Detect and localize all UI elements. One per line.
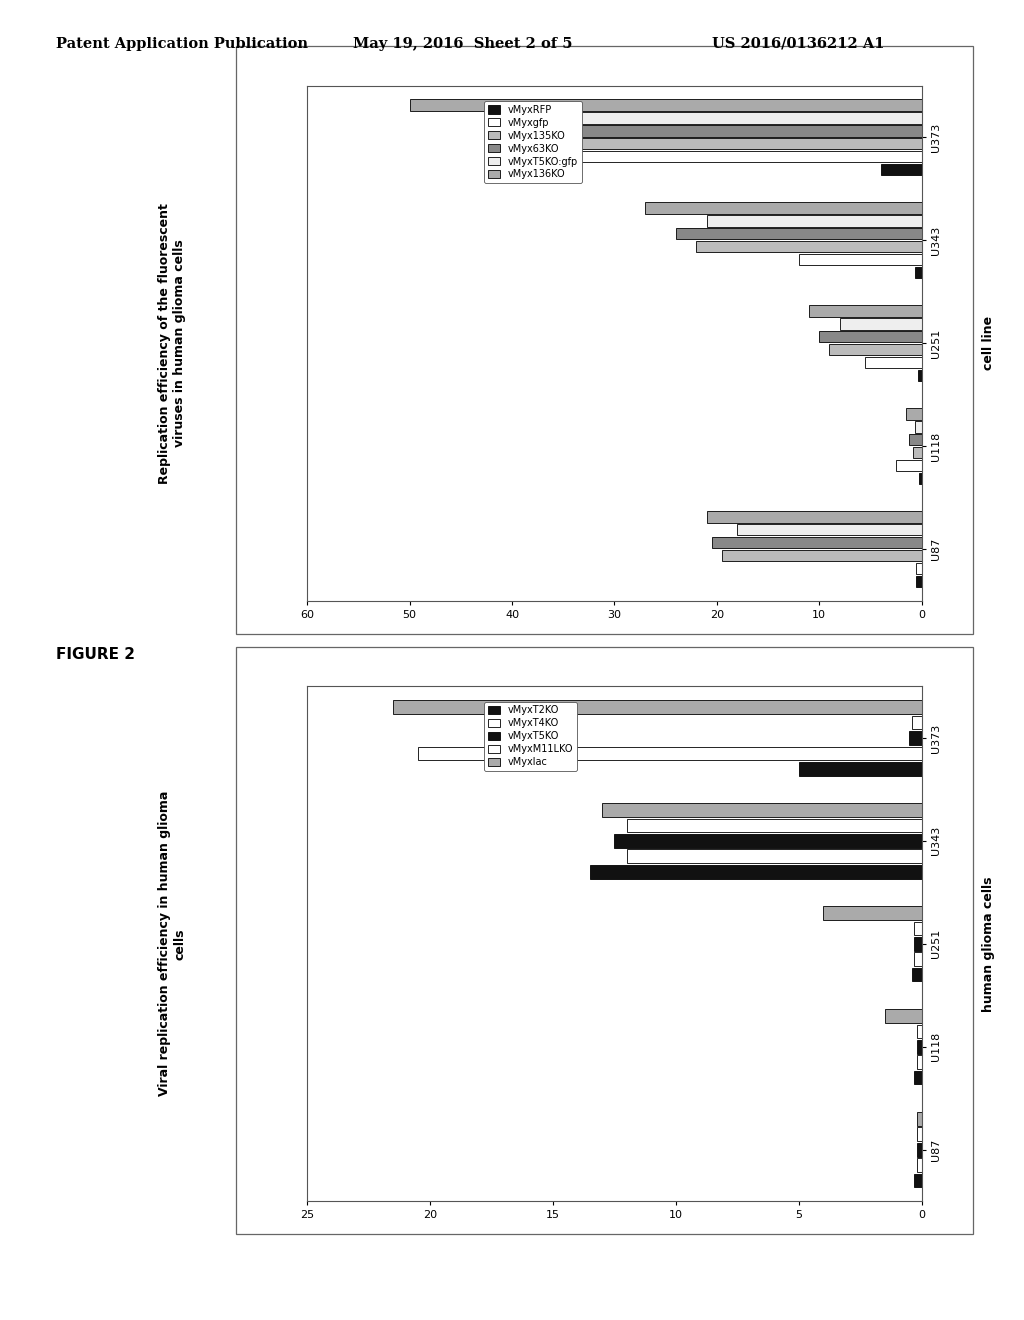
Bar	[614, 834, 922, 847]
Bar	[916, 1143, 922, 1156]
Text: Replication efficiency of the fluorescent
viruses in human glioma cells: Replication efficiency of the fluorescen…	[158, 203, 186, 483]
Bar	[911, 968, 922, 982]
Bar	[722, 550, 922, 561]
Bar	[916, 1024, 922, 1038]
Bar	[696, 242, 922, 252]
Bar	[676, 228, 922, 239]
Text: FIGURE 2: FIGURE 2	[56, 647, 135, 661]
Bar	[885, 1008, 922, 1023]
Bar	[627, 818, 922, 832]
Legend: vMyxT2KO, vMyxT4KO, vMyxT5KO, vMyxM11LKO, vMyxlac: vMyxT2KO, vMyxT4KO, vMyxT5KO, vMyxM11LKO…	[484, 701, 577, 771]
Bar	[911, 715, 922, 729]
Bar	[915, 267, 922, 279]
Bar	[914, 921, 922, 935]
Bar	[916, 576, 922, 587]
Bar	[823, 906, 922, 920]
Bar	[410, 99, 922, 111]
Bar	[916, 1159, 922, 1172]
Bar	[590, 865, 922, 879]
Bar	[602, 803, 922, 817]
Text: US 2016/0136212 A1: US 2016/0136212 A1	[712, 37, 884, 51]
Bar	[819, 331, 922, 342]
Bar	[914, 937, 922, 950]
Bar	[916, 1127, 922, 1140]
Bar	[918, 370, 922, 381]
Bar	[799, 253, 922, 265]
Bar	[913, 447, 922, 458]
Bar	[906, 408, 922, 420]
Bar	[532, 139, 922, 149]
Bar	[916, 1056, 922, 1069]
Bar	[418, 747, 922, 760]
Bar	[919, 473, 922, 484]
Bar	[865, 356, 922, 368]
Bar	[799, 762, 922, 776]
Bar	[914, 1173, 922, 1188]
Bar	[909, 731, 922, 744]
Bar	[916, 562, 922, 574]
Bar	[829, 345, 922, 355]
Text: Viral replication efficiency in human glioma
cells: Viral replication efficiency in human gl…	[158, 791, 186, 1097]
Bar	[909, 434, 922, 445]
Bar	[840, 318, 922, 330]
Legend: vMyxRFP, vMyxgfp, vMyx135KO, vMyx63KO, vMyxT5KO:gfp, vMyx136KO: vMyxRFP, vMyxgfp, vMyx135KO, vMyx63KO, v…	[484, 100, 582, 183]
Bar	[737, 524, 922, 536]
Bar	[573, 150, 922, 162]
Bar	[914, 1071, 922, 1085]
Bar	[896, 459, 922, 471]
Bar	[393, 700, 922, 714]
Y-axis label: cell line: cell line	[982, 315, 995, 371]
Bar	[627, 850, 922, 863]
Bar	[916, 1040, 922, 1053]
Y-axis label: human glioma cells: human glioma cells	[982, 876, 995, 1011]
Text: Patent Application Publication: Patent Application Publication	[56, 37, 308, 51]
Bar	[707, 215, 922, 227]
Bar	[645, 202, 922, 214]
Bar	[543, 112, 922, 124]
Text: May 19, 2016  Sheet 2 of 5: May 19, 2016 Sheet 2 of 5	[353, 37, 572, 51]
Bar	[809, 305, 922, 317]
Bar	[915, 421, 922, 433]
Bar	[707, 511, 922, 523]
Bar	[916, 1111, 922, 1126]
Bar	[914, 953, 922, 966]
Bar	[512, 125, 922, 136]
Bar	[881, 164, 922, 176]
Bar	[712, 537, 922, 548]
